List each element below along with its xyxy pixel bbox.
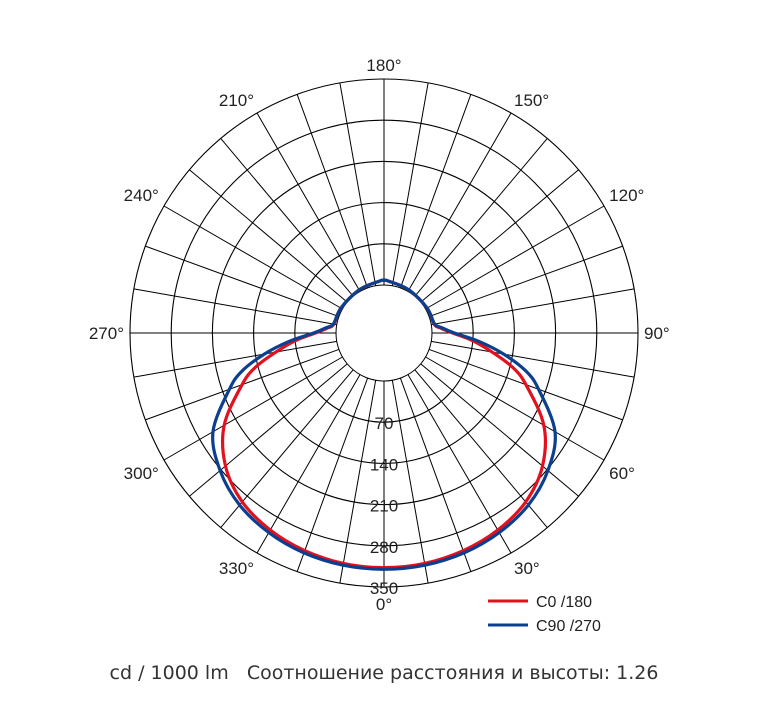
caption: cd / 1000 lm Соотношение расстояния и вы… [0,662,768,684]
spoke-340 [296,377,369,572]
angle-label-90: 90° [644,324,670,343]
spoke-350 [339,380,377,584]
spoke-60 [425,356,605,461]
legend-label-0: C0 /180 [536,594,592,611]
angle-label-210: 210° [219,91,254,110]
spoke-150 [407,112,512,292]
angle-label-180: 180° [366,56,401,75]
spoke-20 [399,377,472,572]
angle-labels: 180° 210° 150° 240° 120° 270° 90° 300° 60° 330° 30… [89,56,670,614]
unit-label: cd / 1000 lm [109,662,229,684]
spoke-170 [391,82,429,286]
radial-label-350: 350 [370,579,398,598]
spacing-ratio-label: Соотношение расстояния и высоты: 1.26 [246,662,659,684]
spoke-80 [431,340,635,378]
spoke-310 [189,363,348,497]
spoke-210 [256,112,361,292]
spoke-220 [220,138,354,297]
polar-grid [129,78,639,588]
angle-label-300: 300° [124,464,159,483]
spoke-280 [133,340,337,378]
angle-label-30: 30° [514,559,540,578]
spoke-230 [189,169,348,303]
radial-tick-labels: 70 140 210 280 350 [370,414,398,598]
radial-label-140: 140 [370,455,398,474]
spoke-30 [407,374,512,554]
spoke-250 [145,245,340,318]
spoke-130 [420,169,579,303]
legend: C0 /180 C90 /270 [488,594,601,635]
spoke-10 [391,380,429,584]
angle-label-60: 60° [609,464,635,483]
angle-label-330: 330° [219,559,254,578]
spoke-330 [256,374,361,554]
spoke-260 [133,288,337,326]
intensity-curves [211,278,557,571]
angle-label-270: 270° [89,324,124,343]
spoke-140 [414,138,548,297]
polar-intensity-chart: 180° 210° 150° 240° 120° 270° 90° 300° 60° 330° 30… [89,56,670,635]
legend-label-1: C90 /270 [536,618,601,635]
spoke-200 [296,94,369,289]
radial-label-210: 210 [370,497,398,516]
spoke-100 [431,288,635,326]
angle-label-0: 0° [376,595,392,614]
spoke-190 [339,82,377,286]
radial-label-280: 280 [370,538,398,557]
spoke-240 [163,205,343,310]
angle-label-150: 150° [514,91,549,110]
spoke-160 [399,94,472,289]
series-curve-1 [211,278,557,571]
angle-label-120: 120° [609,186,644,205]
radial-label-70: 70 [375,414,394,433]
spoke-300 [163,356,343,461]
angle-label-240: 240° [124,186,159,205]
spoke-120 [425,205,605,310]
spoke-50 [420,363,579,497]
spoke-110 [428,245,623,318]
